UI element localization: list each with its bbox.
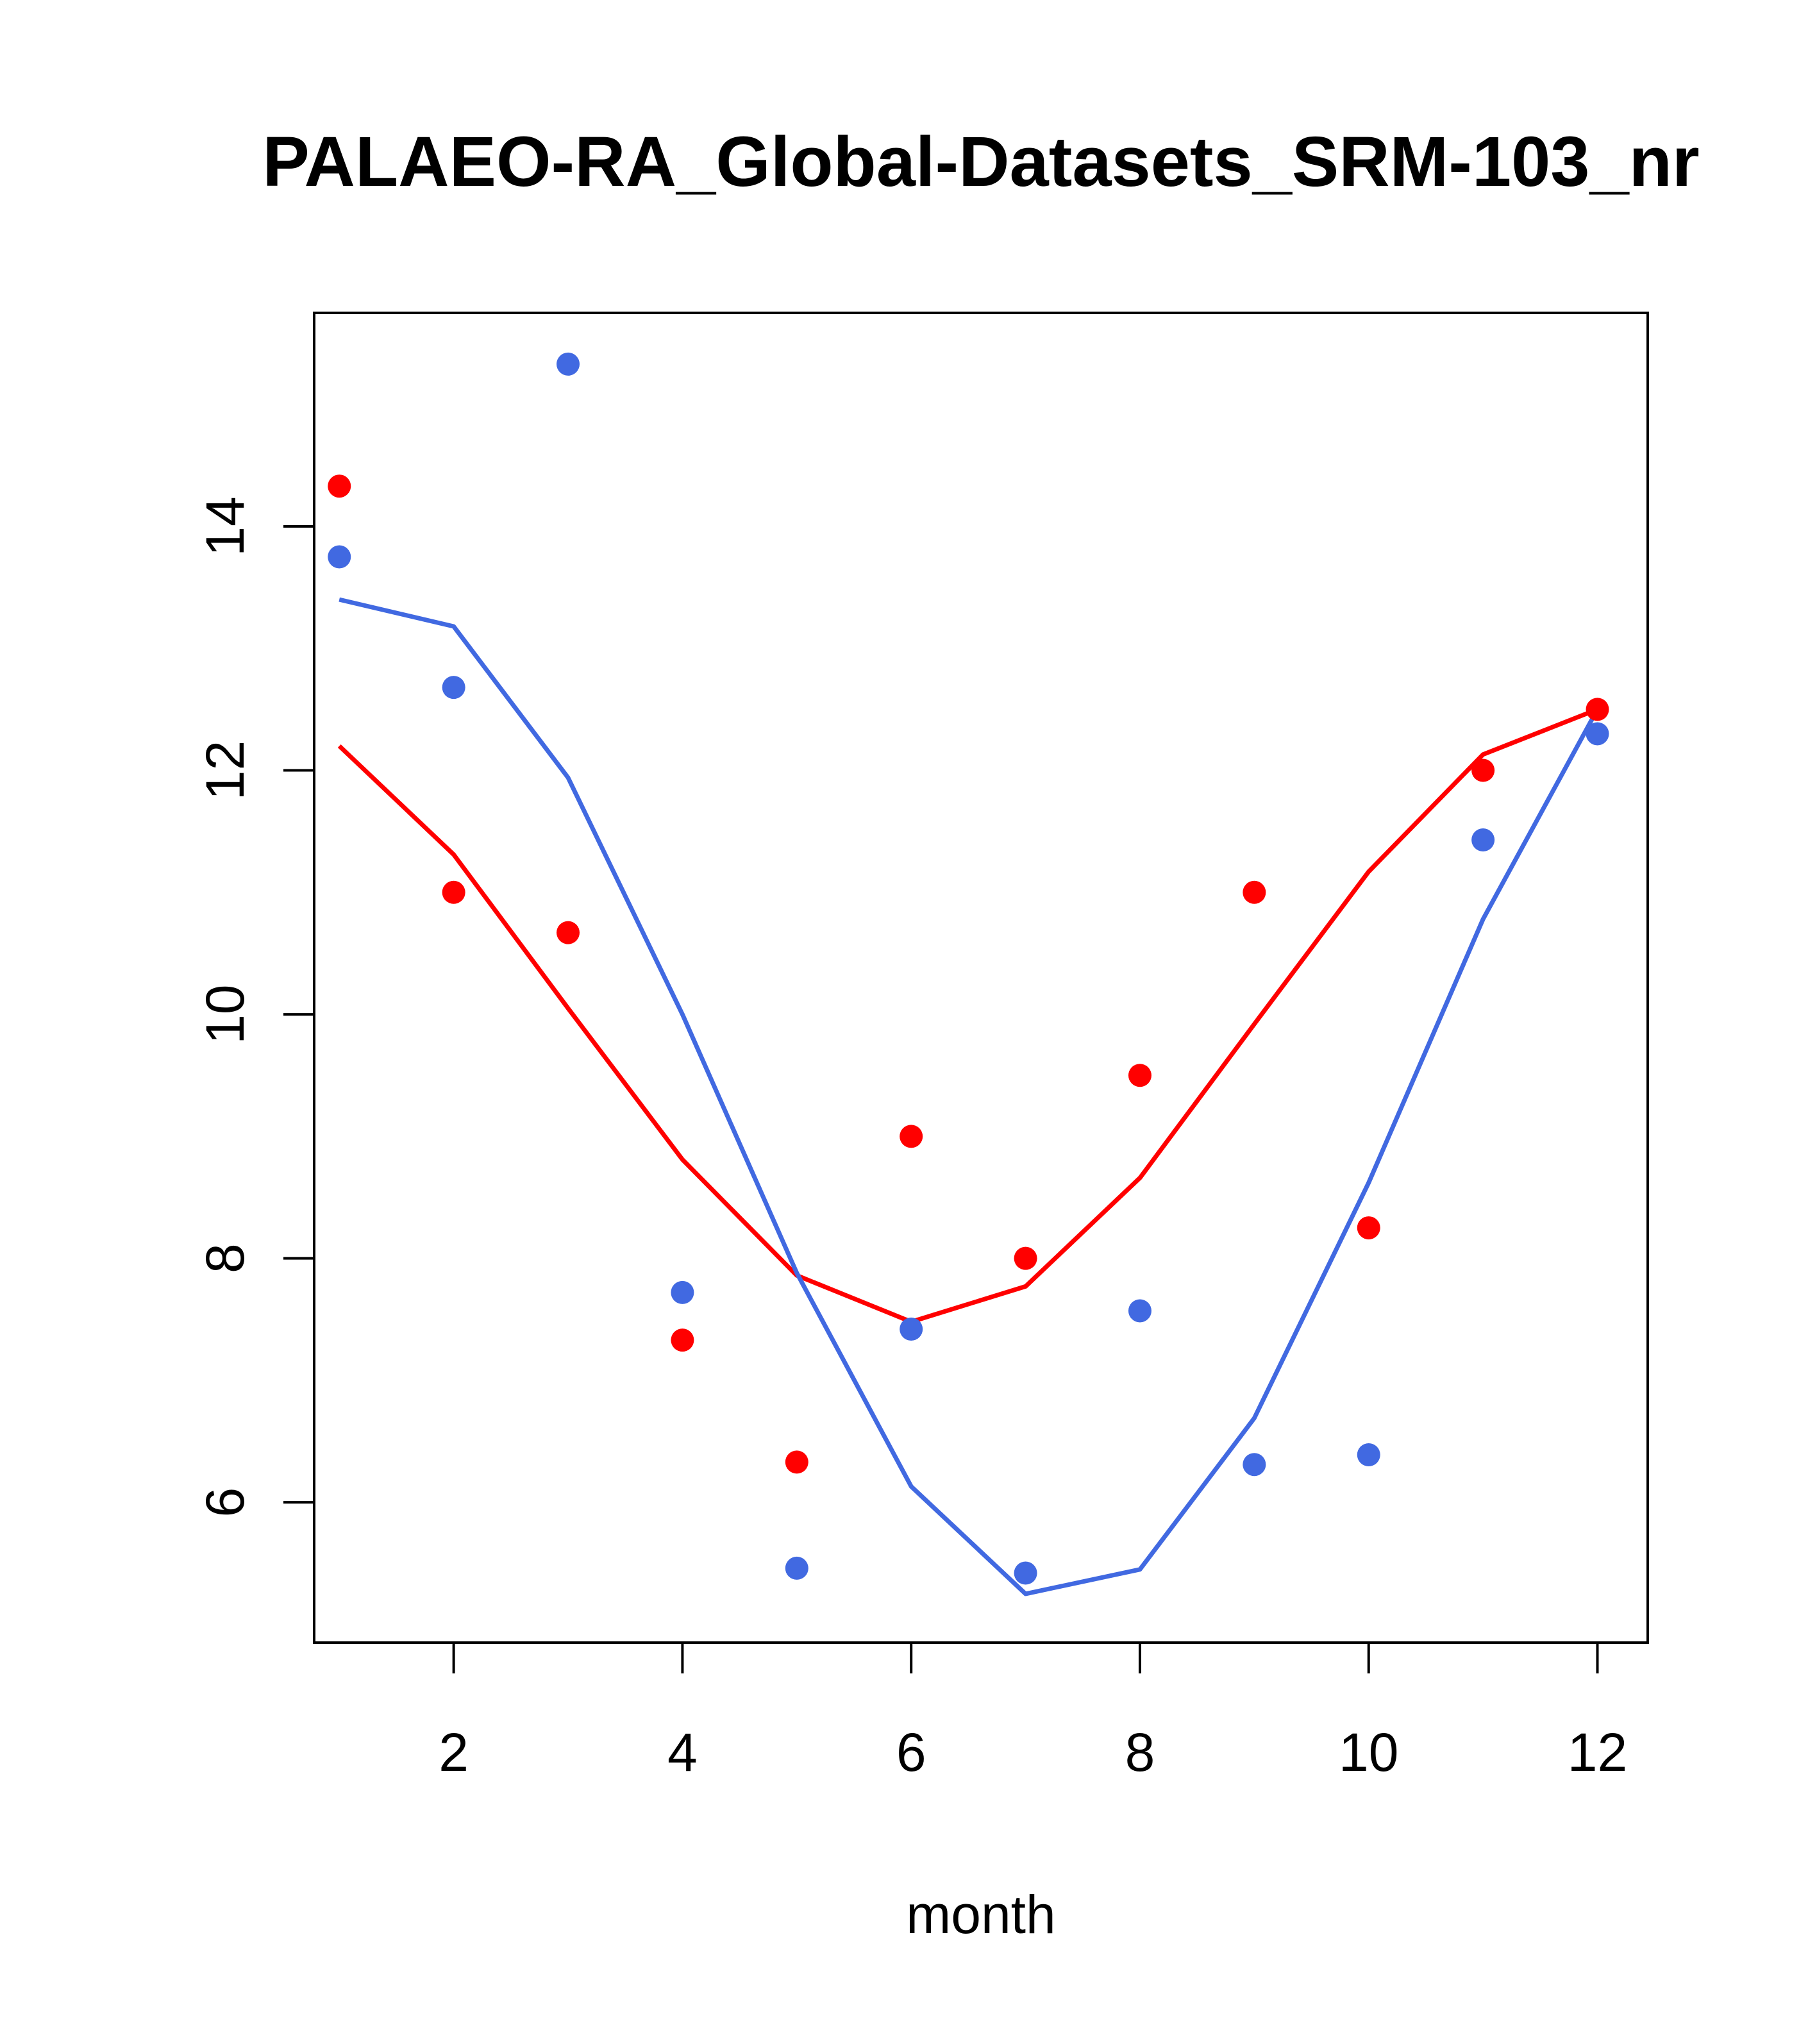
x-axis: 2 4 6 8 10 12	[439, 1641, 1627, 1782]
blue-point	[671, 1280, 694, 1304]
blue-point	[557, 352, 580, 376]
plot-frame	[313, 312, 1649, 1644]
series-points	[328, 352, 1609, 1585]
blue-point	[1586, 722, 1609, 746]
blue-line	[339, 597, 1600, 1596]
red-point	[900, 1125, 923, 1148]
blue-point	[1128, 1299, 1151, 1323]
y-tick-label: 8	[195, 1243, 255, 1273]
red-point	[671, 1328, 694, 1352]
blue-point	[328, 545, 351, 569]
blue-point	[1243, 1453, 1266, 1477]
red-point	[1471, 758, 1495, 782]
chart-title: PALAEO-RA_Global-Datasets_SRM-103_nr	[262, 122, 1699, 201]
red-point	[328, 474, 351, 498]
series-lines	[337, 597, 1600, 1596]
red-point	[1243, 880, 1266, 904]
blue-point	[442, 676, 465, 699]
x-tick-label: 6	[896, 1722, 926, 1782]
blue-point	[1471, 828, 1495, 851]
red-point	[1014, 1246, 1037, 1270]
red-point	[1357, 1216, 1380, 1240]
y-tick-label: 14	[195, 496, 255, 556]
y-axis: 6 8 10 12 14	[195, 496, 315, 1518]
x-tick-label: 2	[439, 1722, 469, 1782]
red-point	[1128, 1064, 1151, 1087]
blue-point	[900, 1317, 923, 1341]
y-tick-label: 10	[195, 984, 255, 1044]
red-point	[557, 921, 580, 944]
red-line	[337, 707, 1598, 1325]
x-tick-label: 12	[1568, 1722, 1627, 1782]
blue-point	[1357, 1443, 1380, 1466]
x-tick-label: 8	[1125, 1722, 1155, 1782]
x-tick-label: 4	[667, 1722, 698, 1782]
red-point	[785, 1450, 808, 1474]
blue-point	[785, 1556, 808, 1580]
red-point	[1586, 698, 1609, 721]
blue-point	[1014, 1561, 1037, 1585]
y-tick-label: 6	[195, 1487, 255, 1518]
x-tick-label: 10	[1339, 1722, 1398, 1782]
y-tick-label: 12	[195, 741, 255, 800]
x-axis-label: month	[906, 1884, 1055, 1945]
red-point	[442, 880, 465, 904]
